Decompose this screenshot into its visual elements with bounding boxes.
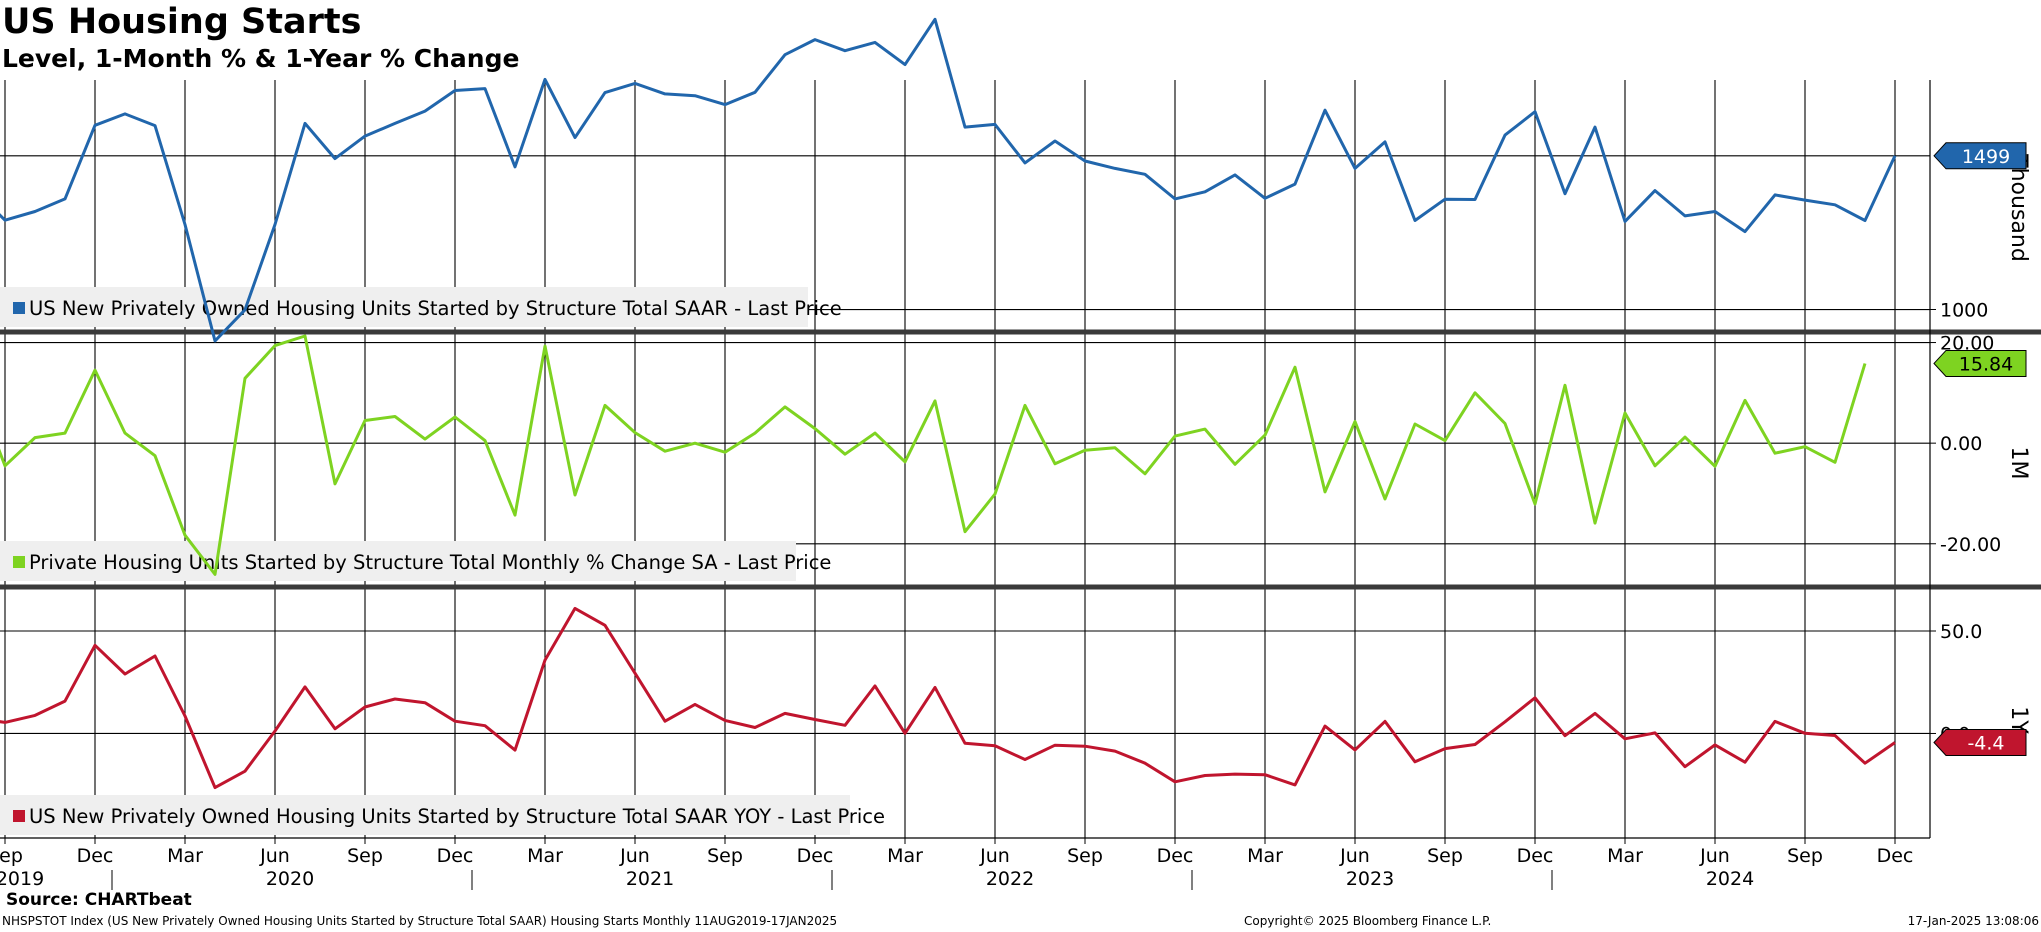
legend-swatch [13,302,25,314]
legend-box [0,541,796,581]
legend-label: US New Privately Owned Housing Units Sta… [29,805,885,828]
legend-layer: US New Privately Owned Housing Units Sta… [0,287,885,835]
x-tick-label: Jun [619,845,650,867]
footer-ticker-description: NHSPSTOT Index (US New Privately Owned H… [2,914,838,928]
x-tick-label: Sep [707,845,743,867]
x-tick-label: Mar [527,845,563,867]
x-tick-label: Dec [1517,845,1554,867]
x-tick-label: Sep [1787,845,1823,867]
y-tick-label: 20.00 [1940,333,1994,355]
panel-separator [0,329,2041,335]
y-tick-label: 1000 [1940,300,1988,322]
x-tick-label: Sep [0,845,23,867]
x-tick-label: Sep [1427,845,1463,867]
x-tick-label: Mar [167,845,203,867]
footer-copyright: Copyright© 2025 Bloomberg Finance L.P. [1244,914,1492,928]
y-tick-label: 50.0 [1940,621,1982,643]
y-axis-title: 1M [2006,447,2031,480]
x-tick-label: Dec [1877,845,1914,867]
legend-label: Private Housing Units Started by Structu… [29,551,831,574]
x-tick-label: Mar [1247,845,1283,867]
x-year-label: 2021 [626,868,674,890]
chart-title: US Housing Starts [2,2,362,42]
x-year-label: 2019 [0,868,44,890]
x-year-label: 2023 [1346,868,1394,890]
x-tick-label: Mar [887,845,923,867]
legend-box [0,287,808,327]
source-note: Source: CHARTbeat [6,890,192,910]
legend-box [0,795,850,835]
x-year-label: 2024 [1706,868,1754,890]
series-line [0,334,1867,576]
x-tick-label: Sep [347,845,383,867]
last-value-label: -4.4 [1967,732,2004,754]
x-tick-label: Jun [1339,845,1370,867]
x-year-label: 2020 [266,868,314,890]
series-layer [0,17,1897,790]
axis-layer: Sep Dec Mar Jun Sep Dec Mar Jun Sep Dec Mar Jun Sep D… [0,80,2031,890]
y-axis-title: Thousand [2006,153,2031,262]
y-tick-label: 0.00 [1940,433,1982,455]
footer-timestamp: 17-Jan-2025 13:08:06 [1907,914,2039,928]
last-value-label: 1499 [1962,146,2010,168]
last-value-label: 15.84 [1959,353,2013,375]
series-line [0,17,1897,343]
legend-label: US New Privately Owned Housing Units Sta… [29,297,842,320]
x-tick-label: Dec [437,845,474,867]
legend-swatch [13,556,25,568]
series-line [0,606,1896,790]
x-tick-label: Jun [259,845,290,867]
x-tick-label: Dec [77,845,114,867]
x-tick-label: Jun [1699,845,1730,867]
x-tick-label: Jun [979,845,1010,867]
last-value-tag [1933,349,2027,377]
y-tick-label: -20.00 [1940,534,2001,556]
x-tick-label: Dec [1157,845,1194,867]
grid-layer [0,80,2041,838]
x-tick-label: Mar [1607,845,1643,867]
legend-swatch [13,810,25,822]
last-value-tag [1933,142,2027,170]
x-tick-label: Dec [797,845,834,867]
last-value-tag [1933,728,2027,756]
x-tick-label: Sep [1067,845,1103,867]
panel-separator [0,584,2041,590]
chart-subtitle: Level, 1-Month % & 1-Year % Change [2,44,520,73]
x-year-label: 2022 [986,868,1034,890]
